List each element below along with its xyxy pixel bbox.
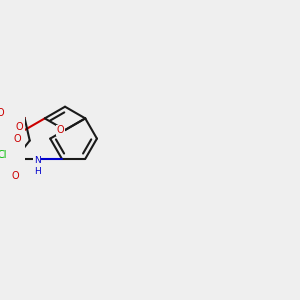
- Text: O: O: [57, 125, 64, 135]
- Text: O: O: [14, 134, 21, 144]
- Text: O: O: [11, 171, 19, 181]
- Text: O: O: [0, 108, 4, 118]
- Text: N
H: N H: [34, 156, 40, 176]
- Text: O: O: [15, 122, 23, 132]
- Text: Cl: Cl: [0, 150, 7, 160]
